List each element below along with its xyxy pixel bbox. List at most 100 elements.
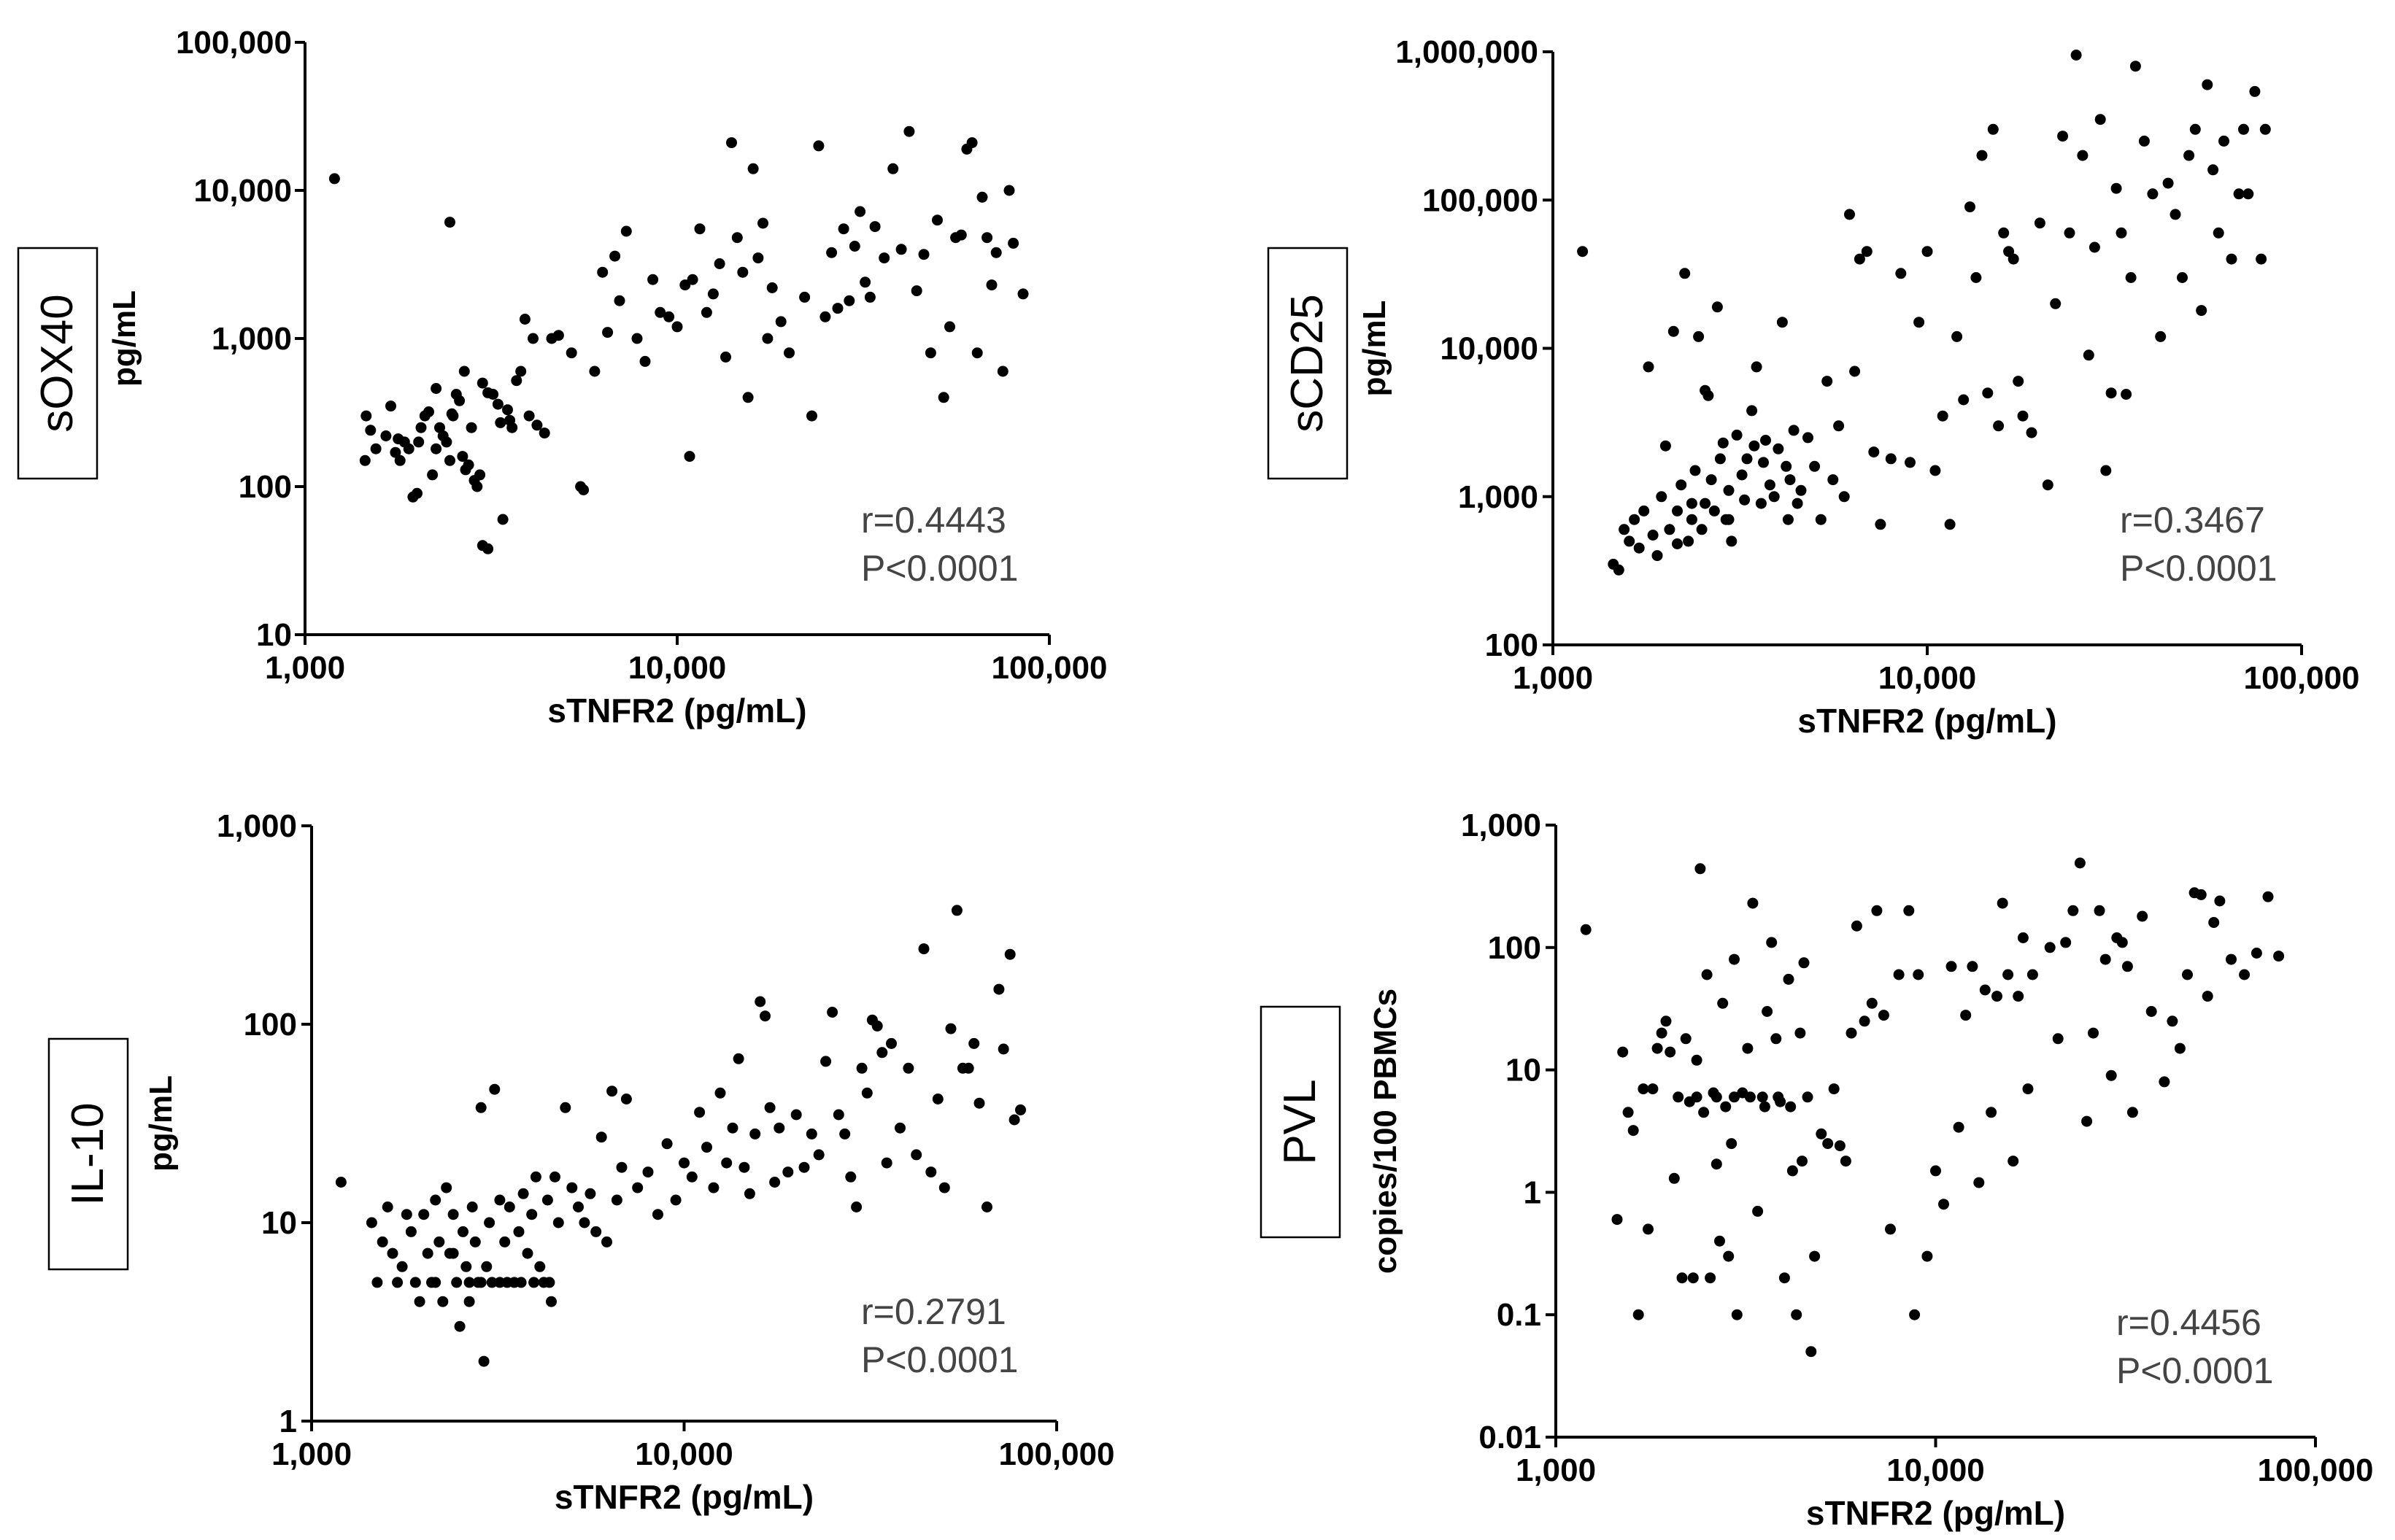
data-point [1797, 1156, 1808, 1167]
data-point [1913, 969, 1924, 980]
data-point [2218, 135, 2229, 147]
data-point [1698, 1107, 1710, 1118]
data-point [1617, 1046, 1629, 1058]
data-point [611, 1194, 622, 1206]
data-point [566, 1182, 578, 1193]
data-point [1008, 237, 1019, 249]
data-point [579, 1217, 590, 1228]
data-point [1731, 429, 1743, 441]
data-point [1861, 246, 1873, 258]
y-tick-label: 10 [1505, 1053, 1541, 1088]
data-point [1613, 564, 1624, 576]
y-axis-unit: pg/mL [143, 1075, 179, 1172]
data-point [1577, 246, 1589, 258]
data-point [708, 1182, 720, 1193]
data-point [1998, 227, 2010, 239]
data-point [726, 137, 737, 149]
data-point [2249, 85, 2261, 97]
data-point [1739, 494, 1751, 506]
x-axis-title: sTNFR2 (pg/mL) [555, 1478, 814, 1516]
p-value: P<0.0001 [861, 548, 1018, 589]
data-point [827, 1007, 838, 1018]
data-point [2170, 209, 2181, 220]
data-point [2094, 905, 2105, 916]
data-point [1756, 1091, 1768, 1103]
p-value: P<0.0001 [2120, 548, 2277, 589]
data-point [1783, 973, 1794, 985]
data-point [390, 446, 401, 458]
y-axis-unit: pg/mL [107, 290, 142, 387]
data-point [497, 514, 509, 525]
data-point [2100, 465, 2112, 476]
data-point [589, 365, 601, 377]
data-point [694, 223, 706, 235]
data-point [1973, 1177, 1985, 1188]
data-point [475, 1277, 487, 1288]
data-point [2088, 1027, 2099, 1039]
data-point [412, 487, 423, 499]
data-point [501, 1277, 513, 1288]
y-tick-label: 100 [244, 1007, 297, 1042]
data-point [1672, 538, 1683, 549]
data-point [925, 1166, 937, 1178]
data-point [1798, 957, 1810, 969]
data-point [2008, 1156, 2019, 1167]
data-point [826, 247, 838, 258]
data-point [1751, 361, 1762, 373]
data-point [513, 1226, 525, 1237]
data-point [1792, 498, 1803, 509]
data-point [1895, 268, 1907, 279]
data-point [515, 365, 527, 377]
data-point [1938, 1199, 1949, 1210]
data-point [1004, 948, 1016, 960]
data-point [1809, 1250, 1821, 1262]
data-point [546, 1296, 557, 1307]
data-point [661, 1138, 673, 1150]
data-point [380, 430, 392, 441]
data-point [1905, 457, 1916, 468]
y-tick-label: 10 [261, 1205, 297, 1241]
data-point [714, 258, 725, 269]
data-point [2202, 79, 2213, 90]
data-point [454, 395, 466, 406]
data-point [813, 1149, 825, 1161]
data-point [2121, 389, 2132, 400]
data-point [1846, 1027, 1857, 1039]
data-point [492, 398, 504, 410]
data-point [1903, 905, 1915, 916]
data-point [986, 279, 998, 291]
data-point [1951, 330, 1963, 342]
data-point [2145, 1006, 2157, 1017]
data-point [1805, 1346, 1817, 1358]
data-point [528, 333, 539, 344]
data-point [1755, 498, 1767, 509]
y-tick-label: 0.1 [1497, 1297, 1541, 1333]
y-tick-label: 10,000 [193, 173, 292, 209]
data-point [1736, 469, 1748, 481]
data-point [864, 291, 876, 303]
x-tick-label: 1,000 [1516, 1452, 1596, 1488]
correlation-r: r=0.3467 [2120, 500, 2265, 541]
data-point [1778, 1272, 1790, 1284]
data-point [595, 1131, 607, 1143]
data-point [1913, 317, 1925, 328]
data-point [632, 1182, 644, 1193]
x-axis-title: sTNFR2 (pg/mL) [1806, 1494, 2065, 1532]
data-point [2183, 150, 2195, 161]
data-point [560, 1102, 571, 1113]
data-point [1760, 435, 1771, 446]
data-point [1854, 253, 1865, 265]
data-point [2050, 298, 2062, 309]
data-point [609, 250, 621, 262]
data-point [918, 249, 930, 260]
data-point [1747, 897, 1759, 909]
data-point [2195, 889, 2207, 900]
data-point [517, 1188, 529, 1199]
data-point [844, 295, 855, 306]
data-point [2202, 991, 2213, 1002]
data-points [335, 905, 1026, 1367]
data-point [1008, 1114, 1020, 1126]
data-point [1686, 514, 1697, 525]
data-point [2074, 857, 2086, 869]
data-point [418, 1209, 430, 1220]
